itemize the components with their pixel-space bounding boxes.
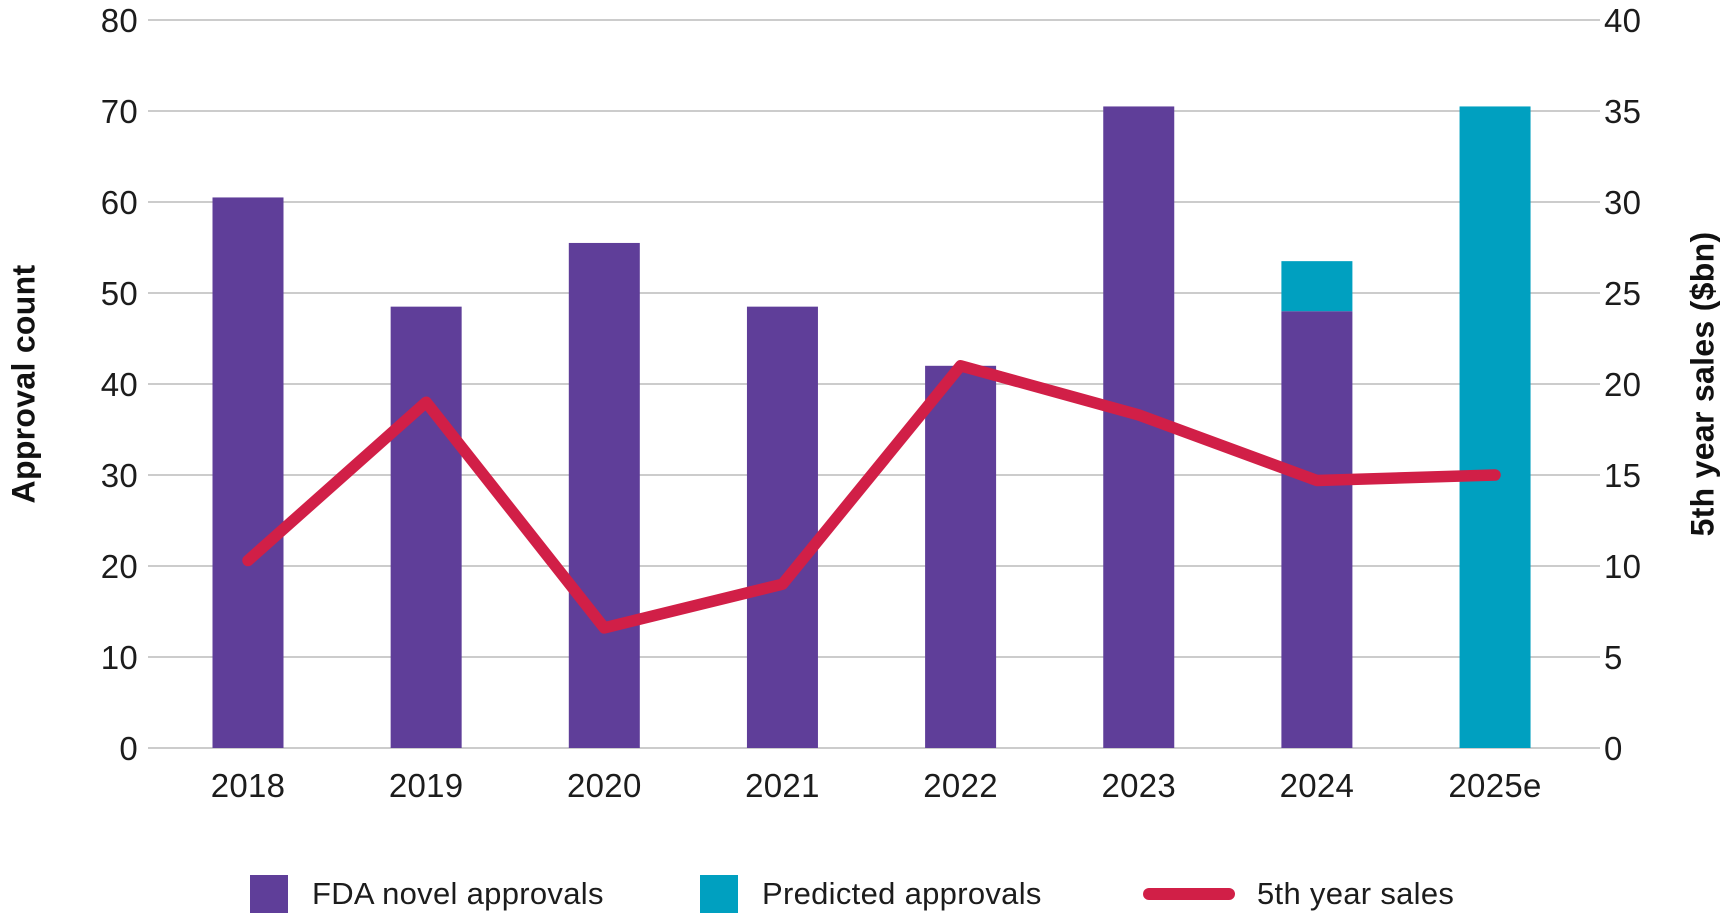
x-axis-label-2018: 2018 xyxy=(211,767,286,804)
legend-item-predicted-approvals: Predicted approvals xyxy=(700,874,1042,914)
legend-label-fda-novel-approvals: FDA novel approvals xyxy=(312,876,604,911)
bar-fda-novel-approvals-2018 xyxy=(212,197,284,748)
left-axis-tick-label: 80 xyxy=(101,2,138,39)
right-axis-tick-label: 40 xyxy=(1604,2,1641,39)
right-axis-tick-label: 35 xyxy=(1604,93,1641,130)
left-axis-tick-label: 40 xyxy=(101,366,138,403)
left-axis-tick-label: 30 xyxy=(101,457,138,494)
fda-novel-approvals-swatch xyxy=(250,875,288,913)
x-axis-label-2023: 2023 xyxy=(1101,767,1176,804)
bar-fda-novel-approvals-2021 xyxy=(746,306,818,748)
left-axis-title: Approval count xyxy=(5,264,42,504)
predicted-approvals-swatch xyxy=(700,875,738,913)
right-axis-tick-label: 25 xyxy=(1604,275,1641,312)
right-axis-tick-label: 20 xyxy=(1604,366,1641,403)
right-axis-title: 5th year sales ($bn) xyxy=(1684,231,1721,537)
legend-item-5th-year-sales: 5th year sales xyxy=(1143,874,1454,914)
right-axis-tick-label: 5 xyxy=(1604,639,1623,676)
x-axis-label-2021: 2021 xyxy=(745,767,820,804)
legend-item-fda-novel-approvals: FDA novel approvals xyxy=(250,874,604,914)
right-axis-tick-label: 0 xyxy=(1604,730,1623,767)
bar-fda-novel-approvals-2024 xyxy=(1281,311,1353,748)
bar-predicted-approvals-2025e xyxy=(1459,106,1531,748)
sales-line-marker xyxy=(1143,888,1235,900)
left-axis-tick-label: 20 xyxy=(101,548,138,585)
x-axis-label-2019: 2019 xyxy=(389,767,464,804)
right-axis-tick-label: 10 xyxy=(1604,548,1641,585)
x-axis-label-2025e: 2025e xyxy=(1448,767,1541,804)
sales-line xyxy=(242,360,1501,634)
bar-fda-novel-approvals-2019 xyxy=(390,306,462,748)
left-axis-tick-label: 60 xyxy=(101,184,138,221)
right-axis-tick-label: 15 xyxy=(1604,457,1641,494)
x-axis-label-2024: 2024 xyxy=(1280,767,1355,804)
x-axis-label-2022: 2022 xyxy=(923,767,998,804)
right-axis-tick-label: 30 xyxy=(1604,184,1641,221)
left-axis-tick-label: 10 xyxy=(101,639,138,676)
bar-fda-novel-approvals-2020 xyxy=(568,242,640,748)
bar-predicted-approvals-2024 xyxy=(1281,261,1353,312)
legend-label-5th-year-sales: 5th year sales xyxy=(1257,876,1455,911)
left-axis-tick-label: 70 xyxy=(101,93,138,130)
left-axis-tick-label: 0 xyxy=(119,730,138,767)
x-axis-label-2020: 2020 xyxy=(567,767,642,804)
left-axis-tick-label: 50 xyxy=(101,275,138,312)
legend-label-predicted-approvals: Predicted approvals xyxy=(762,876,1042,911)
bar-fda-novel-approvals-2022 xyxy=(925,365,997,748)
